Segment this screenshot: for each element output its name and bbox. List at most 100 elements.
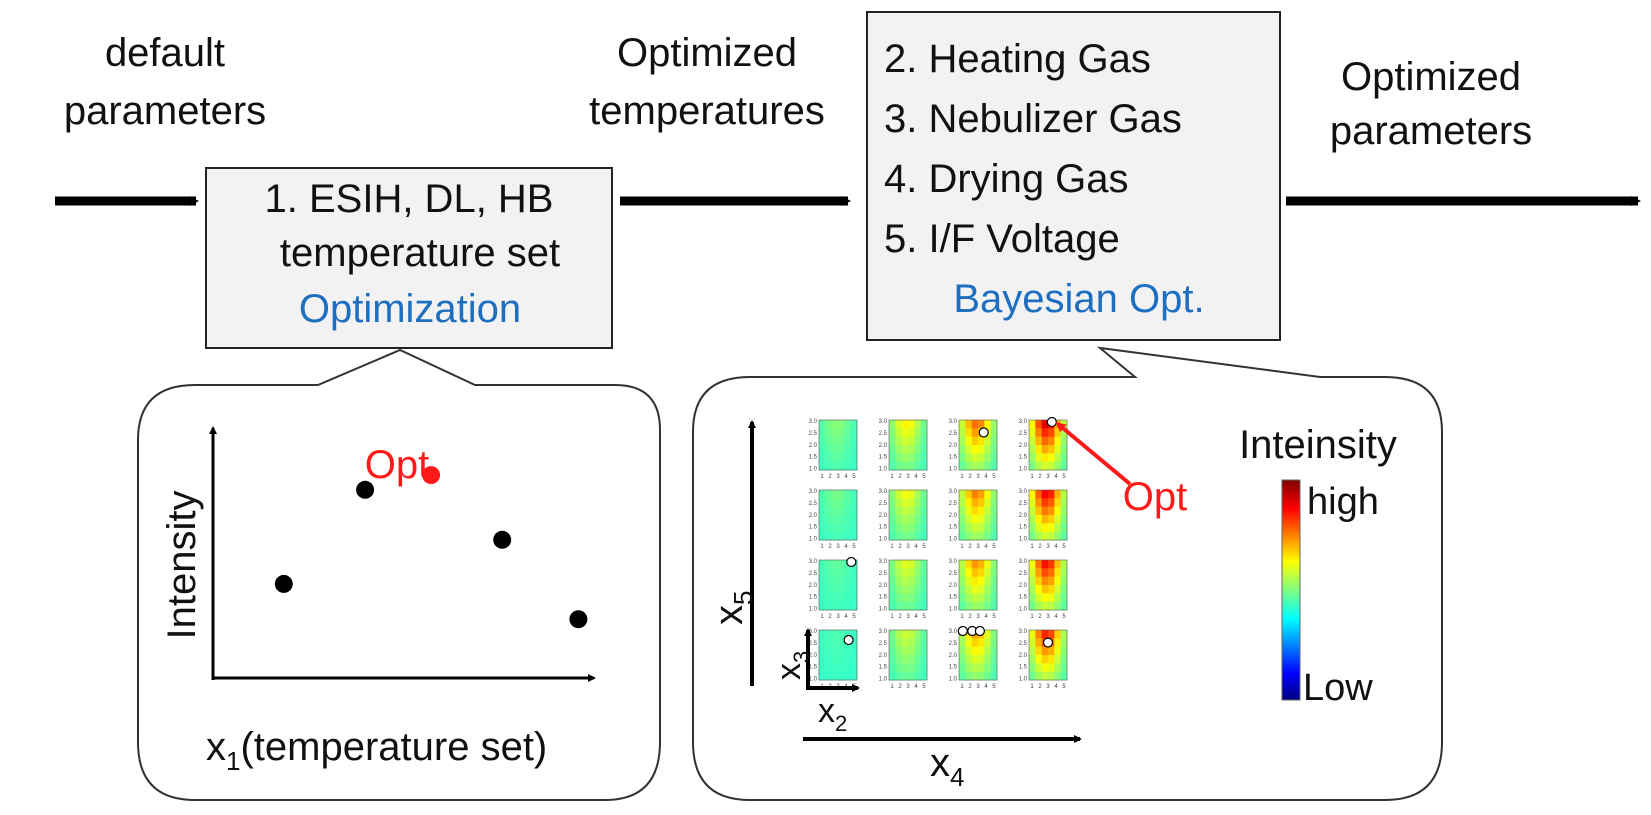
heatmap-ytick: 2.5 bbox=[879, 501, 888, 507]
heatmap-pixel bbox=[978, 445, 985, 454]
heatmap-xtick: 1 bbox=[1030, 544, 1034, 550]
heatmap-pixel bbox=[1048, 490, 1055, 499]
heatmap-ytick: 2.5 bbox=[949, 501, 958, 507]
heatmap-pixel bbox=[908, 461, 915, 471]
heatmap-ytick: 3.0 bbox=[949, 489, 958, 495]
heatmap-pixel bbox=[819, 523, 826, 533]
heatmap-cell-frame bbox=[888, 629, 928, 681]
heatmap-pixel bbox=[850, 655, 858, 664]
heatmap-pixel bbox=[825, 585, 833, 594]
heatmap-pixel bbox=[831, 531, 839, 541]
heatmap-pixel bbox=[1029, 515, 1036, 524]
heatmap-ytick: 2.0 bbox=[949, 653, 958, 659]
heatmap-pixel bbox=[901, 568, 909, 578]
heatmap-ytick: 1.5 bbox=[879, 455, 888, 461]
colorbar-title: Inteinsity bbox=[1239, 423, 1397, 467]
heatmap-pixel bbox=[978, 498, 985, 508]
heatmap-pixel bbox=[984, 671, 992, 681]
heatmap-ytick: 1.0 bbox=[1019, 677, 1028, 683]
heatmap-pixel bbox=[844, 445, 852, 454]
heatmap-pixel bbox=[838, 646, 845, 656]
heatmap-pixel bbox=[978, 560, 985, 569]
heatmap-xtick: 4 bbox=[984, 684, 988, 690]
heatmap-pixel bbox=[825, 630, 833, 639]
box-bayesian-optimization: 2. Heating Gas 3. Nebulizer Gas 4. Dryin… bbox=[866, 11, 1281, 341]
heatmap-ytick: 1.5 bbox=[879, 665, 888, 671]
heatmap-pixel bbox=[844, 515, 852, 524]
heatmap-pixel bbox=[959, 515, 966, 524]
heatmap-pixel bbox=[990, 663, 998, 673]
heatmap-pixel bbox=[908, 428, 915, 438]
heatmap-pixel bbox=[978, 531, 985, 541]
heatmap-pixel bbox=[965, 671, 973, 681]
heatmap-pixel bbox=[1041, 420, 1049, 429]
heatmap-pixel bbox=[1054, 490, 1062, 499]
x3-label: x3 bbox=[770, 651, 814, 680]
heatmap-pixel bbox=[1048, 461, 1055, 471]
heatmap-pixel bbox=[1029, 523, 1036, 533]
heatmap-pixel bbox=[990, 453, 998, 463]
heatmap-pixel bbox=[959, 601, 966, 611]
label-parameters: parameters bbox=[64, 89, 266, 133]
heatmap-pixel bbox=[844, 498, 852, 508]
heatmap-pixel bbox=[971, 646, 979, 656]
heatmap-pixel bbox=[889, 461, 896, 471]
heatmap-pixel bbox=[959, 420, 966, 429]
heatmap-pixel bbox=[914, 663, 922, 673]
heatmap-pixel bbox=[914, 515, 922, 524]
heatmap-pixel bbox=[838, 663, 845, 673]
heatmap-pixel bbox=[908, 560, 915, 569]
heatmap-xtick: 4 bbox=[1054, 614, 1058, 620]
heatmap-ytick: 2.5 bbox=[809, 571, 818, 577]
heatmap-pixel bbox=[1054, 506, 1062, 516]
heatmap-pixel bbox=[971, 445, 979, 454]
heatmap-pixel bbox=[1041, 453, 1049, 463]
heatmap-pixel bbox=[895, 453, 903, 463]
heatmap-pixel bbox=[895, 671, 903, 681]
heatmap-pixel bbox=[971, 638, 979, 648]
heatmap-ytick: 3.0 bbox=[879, 489, 888, 495]
heatmap-pixel bbox=[1029, 428, 1036, 438]
heatmap-pixel bbox=[920, 506, 928, 516]
heatmap-ytick: 1.5 bbox=[879, 525, 888, 531]
heatmap-xtick: 1 bbox=[960, 474, 964, 480]
heatmap-pixel bbox=[1060, 428, 1068, 438]
heatmap-ytick: 2.5 bbox=[1019, 641, 1028, 647]
heatmap-pixel bbox=[831, 671, 839, 681]
heatmap-pixel bbox=[825, 490, 833, 499]
heatmap-pixel bbox=[1048, 671, 1055, 681]
heatmap-pixel bbox=[965, 498, 973, 508]
heatmap-pixel bbox=[831, 436, 839, 446]
heatmap-pixel bbox=[825, 601, 833, 611]
heatmap-pixel bbox=[831, 568, 839, 578]
heatmap-ytick: 2.5 bbox=[1019, 571, 1028, 577]
heatmap-pixel bbox=[1048, 523, 1055, 533]
heatmap-pixel bbox=[844, 630, 852, 639]
heatmap-pixel bbox=[1054, 523, 1062, 533]
heatmap-cell-frame bbox=[818, 629, 858, 681]
heatmap-pixel bbox=[920, 523, 928, 533]
heatmap-xtick: 2 bbox=[898, 614, 902, 620]
heatmap-cell-frame bbox=[888, 419, 928, 471]
heatmap-pixel bbox=[844, 531, 852, 541]
heatmap-pixel bbox=[1041, 655, 1049, 664]
heatmap-pixel bbox=[1029, 576, 1036, 586]
heatmap-xtick: 2 bbox=[968, 474, 972, 480]
heatmap-pixel bbox=[1060, 601, 1068, 611]
heatmap-pixel bbox=[819, 453, 826, 463]
heatmap-pixel bbox=[838, 630, 845, 639]
heatmap-pixel bbox=[901, 515, 909, 524]
heatmap-pixel bbox=[990, 515, 998, 524]
heatmap-xtick: 2 bbox=[898, 684, 902, 690]
heatmap-xtick: 1 bbox=[820, 614, 824, 620]
heatmap-ytick: 1.0 bbox=[949, 607, 958, 613]
heatmap-pixel bbox=[825, 428, 833, 438]
heatmap-pixel bbox=[819, 436, 826, 446]
heatmap-pixel bbox=[914, 490, 922, 499]
heatmap-pixel bbox=[844, 585, 852, 594]
heatmap-xtick: 1 bbox=[890, 474, 894, 480]
heatmap-pixel bbox=[889, 453, 896, 463]
heatmap-pixel bbox=[1041, 630, 1049, 639]
